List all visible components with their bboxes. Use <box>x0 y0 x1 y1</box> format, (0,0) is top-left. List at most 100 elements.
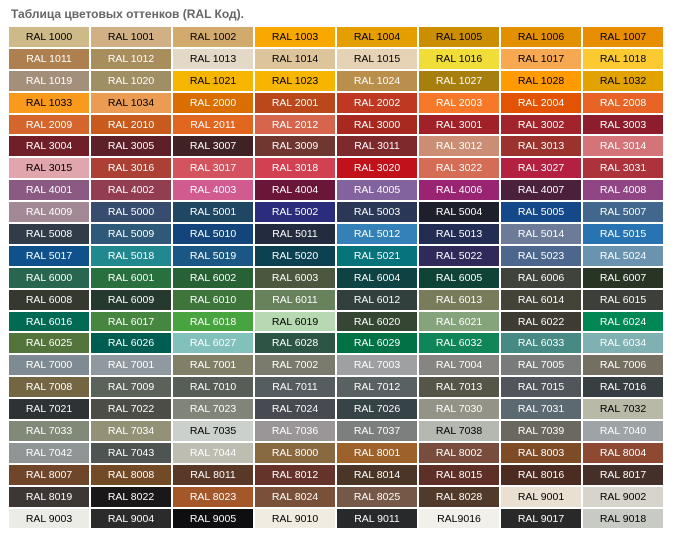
color-swatch: RAL 7012 <box>337 377 417 398</box>
color-swatch: RAL 7035 <box>173 421 253 441</box>
color-swatch: RAL 7037 <box>337 421 417 441</box>
color-swatch: RAL 4009 <box>9 202 89 223</box>
color-swatch: RAL 6001 <box>91 267 171 288</box>
color-swatch: RAL 5019 <box>173 245 253 266</box>
color-swatch: RAL 7033 <box>9 421 89 441</box>
color-swatch: RAL 7024 <box>255 399 335 420</box>
color-swatch: RAL 6015 <box>583 289 663 310</box>
color-swatch: RAL 3000 <box>337 114 417 135</box>
page-title: Таблица цветовых оттенков (RAL Код). <box>11 7 244 21</box>
color-swatch: RAL 8007 <box>9 464 89 485</box>
color-swatch: RAL 5013 <box>419 224 499 244</box>
color-swatch: RAL 4008 <box>583 180 663 201</box>
color-swatch: RAL 4006 <box>419 180 499 201</box>
color-swatch: RAL 6005 <box>419 267 499 288</box>
color-swatch: RAL 6017 <box>91 311 171 332</box>
color-swatch: RAL 4007 <box>501 180 581 201</box>
color-swatch: RAL 6000 <box>9 267 89 288</box>
color-swatch: RAL 5000 <box>91 202 171 223</box>
color-swatch: RAL 6018 <box>173 311 253 332</box>
color-swatch: RAL 9002 <box>583 486 663 507</box>
color-swatch: RAL 7040 <box>583 421 663 441</box>
color-swatch: RAL 9005 <box>173 508 253 529</box>
color-swatch: RAL 1006 <box>501 27 581 47</box>
color-swatch: RAL 7001 <box>173 355 253 376</box>
color-swatch: RAL 1024 <box>337 70 417 91</box>
color-swatch: RAL 7008 <box>9 377 89 398</box>
color-swatch: RAL 7038 <box>419 421 499 441</box>
color-swatch: RAL 7002 <box>255 355 335 376</box>
color-swatch: RAL 5005 <box>501 202 581 223</box>
color-swatch: RAL 2004 <box>501 92 581 113</box>
color-swatch: RAL 1034 <box>91 92 171 113</box>
color-swatch: RAL 3012 <box>419 136 499 157</box>
color-swatch: RAL 8025 <box>337 486 417 507</box>
color-swatch: RAL 5022 <box>419 245 499 266</box>
color-swatch: RAL 7010 <box>173 377 253 398</box>
color-swatch: RAL 7005 <box>501 355 581 376</box>
color-swatch: RAL 1007 <box>583 27 663 47</box>
color-swatch: RAL 5010 <box>173 224 253 244</box>
color-swatch: RAL 7009 <box>91 377 171 398</box>
color-swatch: RAL 1015 <box>337 48 417 69</box>
color-swatch: RAL 2011 <box>173 114 253 135</box>
color-swatch: RAL 3020 <box>337 158 417 179</box>
color-swatch: RAL 9011 <box>337 508 417 529</box>
color-swatch: RAL 6002 <box>173 267 253 288</box>
color-swatch: RAL 7011 <box>255 377 335 398</box>
color-swatch: RAL 7036 <box>255 421 335 441</box>
color-swatch: RAL 5017 <box>9 245 89 266</box>
color-swatch: RAL 6010 <box>173 289 253 310</box>
color-swatch: RAL 7021 <box>9 399 89 420</box>
color-swatch: RAL 8002 <box>419 442 499 463</box>
color-swatch: RAL 6016 <box>9 311 89 332</box>
ral-color-grid: RAL 1000 RAL 1001 RAL 1002 RAL 1003 RAL 1004… <box>9 27 663 529</box>
color-swatch: RAL 6013 <box>419 289 499 310</box>
color-swatch: RAL 1001 <box>91 27 171 47</box>
color-swatch: RAL 7006 <box>583 355 663 376</box>
color-swatch: RAL 1002 <box>173 27 253 47</box>
color-swatch: RAL 6033 <box>501 333 581 354</box>
color-swatch: RAL 2010 <box>91 114 171 135</box>
color-swatch: RAL 6034 <box>583 333 663 354</box>
color-swatch: RAL 9003 <box>9 508 89 529</box>
color-swatch: RAL 3017 <box>173 158 253 179</box>
color-swatch: RAL 3007 <box>173 136 253 157</box>
color-swatch: RAL 1005 <box>419 27 499 47</box>
color-swatch: RAL 3003 <box>583 114 663 135</box>
color-swatch: RAL 6003 <box>255 267 335 288</box>
color-swatch: RAL 1020 <box>91 70 171 91</box>
color-swatch: RAL 1003 <box>255 27 335 47</box>
color-swatch: RAL 8011 <box>173 464 253 485</box>
color-swatch: RAL 7042 <box>9 442 89 463</box>
color-swatch: RAL 1012 <box>91 48 171 69</box>
color-swatch: RAL 3004 <box>9 136 89 157</box>
color-swatch: RAL 3027 <box>501 158 581 179</box>
color-swatch: RAL 5008 <box>9 224 89 244</box>
color-swatch: RAL 3016 <box>91 158 171 179</box>
color-swatch: RAL 8028 <box>419 486 499 507</box>
color-swatch: RAL 1013 <box>173 48 253 69</box>
color-swatch: RAL 2000 <box>173 92 253 113</box>
color-swatch: RAL 9010 <box>255 508 335 529</box>
color-swatch: RAL 5014 <box>501 224 581 244</box>
color-swatch: RAL 7022 <box>91 399 171 420</box>
color-swatch: RAL 3013 <box>501 136 581 157</box>
color-swatch: RAL 1016 <box>419 48 499 69</box>
color-swatch: RAL 7034 <box>91 421 171 441</box>
color-swatch: RAL 8022 <box>91 486 171 507</box>
color-swatch: RAL 5011 <box>255 224 335 244</box>
color-swatch: RAL 8014 <box>337 464 417 485</box>
color-swatch: RAL 2003 <box>419 92 499 113</box>
color-swatch: RAL 4001 <box>9 180 89 201</box>
color-swatch: RAL 2012 <box>255 114 335 135</box>
color-swatch: RAL 1011 <box>9 48 89 69</box>
color-swatch: RAL 8000 <box>255 442 335 463</box>
color-swatch: RAL 3031 <box>583 158 663 179</box>
color-swatch: RAL 3002 <box>501 114 581 135</box>
color-swatch: RAL 7031 <box>501 399 581 420</box>
color-swatch: RAL 6029 <box>337 333 417 354</box>
color-swatch: RAL 8024 <box>255 486 335 507</box>
color-swatch: RAL 6032 <box>419 333 499 354</box>
color-swatch: RAL 6012 <box>337 289 417 310</box>
